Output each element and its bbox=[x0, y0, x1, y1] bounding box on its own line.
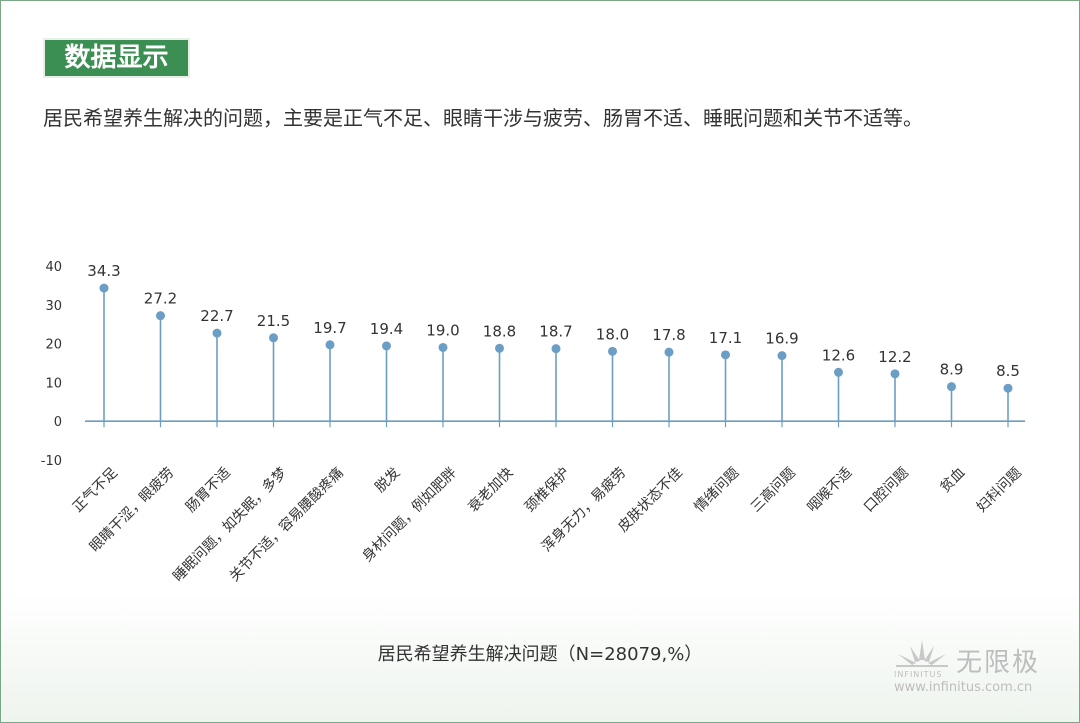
data-label: 8.5 bbox=[996, 362, 1020, 380]
x-tick-label: 三高问题 bbox=[747, 464, 799, 516]
x-tick-label: 正气不足 bbox=[70, 465, 121, 516]
lollipop-point bbox=[890, 369, 900, 379]
x-tick-label: 咽喉不适 bbox=[804, 465, 855, 516]
x-tick-label: 妇科问题 bbox=[973, 464, 1025, 516]
data-label: 17.1 bbox=[709, 329, 742, 347]
x-tick-label: 肠胃不适 bbox=[183, 465, 234, 516]
data-label: 19.4 bbox=[370, 320, 403, 338]
infinitus-logo: 无限极 INFINITUS www.infinitus.com.cn bbox=[892, 636, 1062, 706]
lollipop-point bbox=[156, 311, 165, 321]
data-label: 34.3 bbox=[87, 262, 120, 280]
brand-name: 无限极 bbox=[956, 648, 1041, 678]
y-tick-label: 30 bbox=[45, 299, 62, 314]
x-tick-label: 情绪问题 bbox=[691, 465, 742, 516]
lollipop-chart: 403020100-1034.3正气不足27.2眼睛干涩，眼疲劳22.7肠胃不适… bbox=[41, 260, 1025, 585]
lollipop-point bbox=[99, 283, 109, 293]
y-tick-label: 20 bbox=[45, 338, 62, 353]
lollipop-point bbox=[212, 328, 222, 338]
y-tick-label: 10 bbox=[45, 376, 62, 391]
x-tick-label: 身材问题，例如肥胖 bbox=[359, 465, 459, 565]
lollipop-point bbox=[495, 343, 504, 353]
lollipop-point bbox=[382, 341, 391, 351]
y-tick-label: 40 bbox=[45, 260, 62, 275]
data-label: 27.2 bbox=[144, 290, 177, 308]
lollipop-point bbox=[721, 350, 730, 360]
y-tick-label: -10 bbox=[41, 454, 62, 469]
data-label: 21.5 bbox=[257, 312, 290, 330]
intro-text: 居民希望养生解决的问题，主要是正气不足、眼睛干涉与疲劳、肠胃不适、睡眠问题和关节… bbox=[43, 106, 923, 130]
data-label: 12.6 bbox=[822, 346, 855, 364]
lollipop-point bbox=[834, 367, 843, 377]
data-label: 16.9 bbox=[765, 330, 798, 348]
data-label: 22.7 bbox=[200, 307, 233, 325]
x-tick-label: 颈椎保护 bbox=[522, 465, 573, 516]
y-tick-label: 0 bbox=[54, 415, 62, 430]
brand-url: www.infinitus.com.cn bbox=[894, 680, 1033, 695]
data-label: 8.9 bbox=[940, 361, 964, 379]
data-label: 18.0 bbox=[596, 325, 629, 343]
lollipop-point bbox=[269, 333, 278, 343]
lollipop-point bbox=[1003, 383, 1013, 393]
x-tick-label: 衰老加快 bbox=[465, 464, 517, 516]
lollipop-point bbox=[664, 347, 674, 357]
x-tick-label: 口腔问题 bbox=[861, 465, 912, 516]
lollipop-point bbox=[325, 340, 335, 350]
data-label: 12.2 bbox=[878, 348, 911, 366]
data-label: 18.7 bbox=[539, 323, 572, 341]
lollipop-point bbox=[777, 351, 787, 361]
x-tick-label: 贫血 bbox=[937, 465, 968, 496]
x-axis-caption: 居民希望养生解决问题（N=28079,%） bbox=[377, 644, 703, 665]
x-tick-label: 脱发 bbox=[372, 465, 403, 496]
lollipop-point bbox=[947, 382, 956, 392]
data-label: 19.7 bbox=[313, 319, 346, 337]
lotus-icon bbox=[896, 640, 948, 667]
lollipop-point bbox=[551, 344, 561, 354]
lollipop-point bbox=[608, 346, 617, 356]
x-tick-label: 关节不适，容易腰酸疼痛 bbox=[226, 464, 347, 585]
data-label: 19.0 bbox=[426, 321, 459, 339]
lollipop-point bbox=[438, 342, 448, 352]
x-tick-label: 睡眠问题，如失眠，多梦 bbox=[169, 464, 290, 585]
section-title: 数据显示 bbox=[43, 38, 190, 78]
data-label: 17.8 bbox=[652, 326, 685, 344]
data-label: 18.8 bbox=[483, 322, 516, 340]
brand-name-en: INFINITUS bbox=[894, 670, 943, 679]
